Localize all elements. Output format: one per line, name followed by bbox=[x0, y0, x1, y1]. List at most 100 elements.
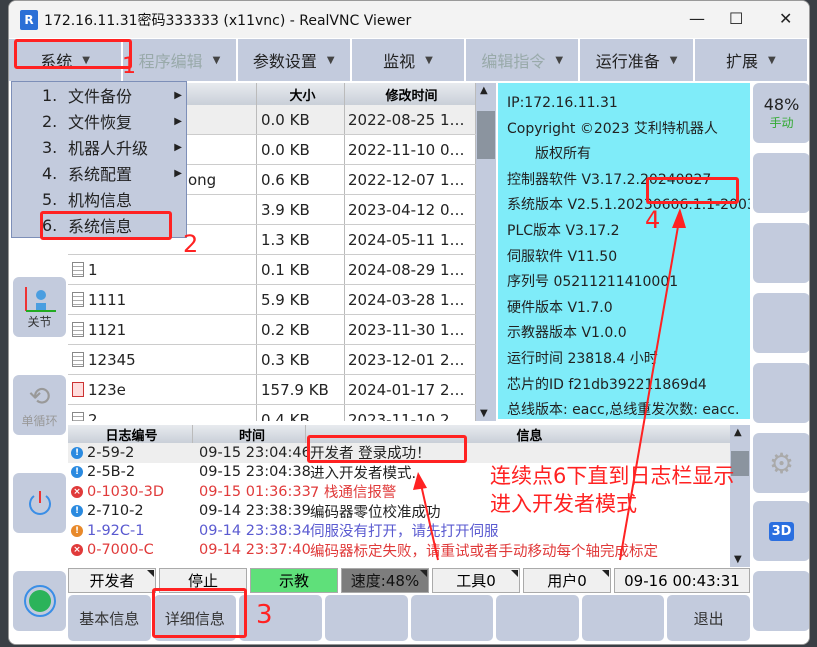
col-size[interactable]: 大小 bbox=[257, 83, 345, 105]
file-row[interactable]: 12345 0.3 KB 2023-12-01 2… bbox=[68, 345, 496, 375]
file-size: 0.4 KB bbox=[257, 405, 345, 421]
speed-mode-button[interactable]: 48% 手动 bbox=[753, 83, 809, 143]
menu-5[interactable]: 运行准备 ▼ bbox=[580, 39, 695, 81]
cycle-button[interactable]: ⟲ 单循环 bbox=[13, 375, 66, 435]
bottom-button-7[interactable]: 退出 bbox=[667, 595, 750, 641]
scroll-down-icon[interactable]: ▼ bbox=[734, 554, 742, 565]
robot-icon: ⚙ bbox=[768, 446, 795, 480]
teach-mode[interactable]: 示教 bbox=[250, 568, 338, 593]
info-line: Copyright ©2023 艾利特机器人 bbox=[507, 120, 718, 137]
menu-3[interactable]: 监视 ▼ bbox=[352, 39, 467, 81]
log-id-cell: ! 2-59-2 bbox=[68, 445, 193, 461]
scroll-up-icon[interactable]: ▲ bbox=[480, 85, 488, 96]
file-row[interactable]: 1121 0.2 KB 2023-11-30 1… bbox=[68, 315, 496, 345]
chevron-down-icon: ▼ bbox=[212, 54, 221, 66]
bottom-button-5[interactable] bbox=[496, 595, 579, 641]
speed-button[interactable]: 速度:48% bbox=[341, 568, 429, 593]
file-name-cell: 12345 bbox=[68, 345, 257, 374]
file-row[interactable]: 1111 5.9 KB 2024-03-28 1… bbox=[68, 285, 496, 315]
menu-bar: 系统 ▼ 程序编辑 ▼ 参数设置 ▼ 监视 ▼ 编辑指令 ▼ 运行准备 ▼ 扩展 ▼ bbox=[9, 39, 809, 81]
log-row[interactable]: × 0-7000-C 09-14 23:37:40 编码器标定失败，请重试或者手动移动… bbox=[68, 541, 750, 561]
bottom-button-4[interactable] bbox=[410, 595, 494, 641]
menu-1[interactable]: 程序编辑 ▼ bbox=[123, 39, 238, 81]
menu-2[interactable]: 参数设置 ▼ bbox=[238, 39, 352, 81]
right-button-3[interactable] bbox=[753, 223, 809, 283]
col-modified[interactable]: 修改时间 bbox=[345, 83, 476, 105]
file-row[interactable]: 1 0.1 KB 2024-08-29 1… bbox=[68, 255, 496, 285]
dropdown-item[interactable]: 3. 机器人升级 ▶ bbox=[12, 134, 186, 160]
log-row[interactable]: × 0-1030-3D 09-15 01:36:33 7 栈通信报警 bbox=[68, 482, 750, 502]
right-button-4[interactable] bbox=[753, 293, 809, 353]
file-row[interactable]: 0.0 KB 2022-11-10 0… bbox=[68, 135, 496, 165]
file-name-cell: 123e bbox=[68, 375, 257, 404]
log-scrollbar[interactable]: ▲ ▼ bbox=[730, 425, 750, 567]
chevron-right-icon: ▶ bbox=[174, 89, 182, 101]
menu-label: 参数设置 bbox=[252, 52, 317, 71]
close-button[interactable]: ✕ bbox=[779, 9, 793, 28]
right-button-8[interactable] bbox=[753, 571, 809, 631]
dropdown-item[interactable]: 2. 文件恢复 ▶ bbox=[12, 108, 186, 134]
file-name-cell bbox=[68, 105, 257, 134]
bottom-button-1[interactable]: 详细信息 bbox=[153, 595, 237, 641]
log-message: 进入开发者模式. bbox=[310, 465, 417, 482]
info-line: PLC版本 V3.17.2 bbox=[507, 222, 620, 239]
file-size: 0.0 KB bbox=[257, 105, 345, 134]
bottom-button-6[interactable] bbox=[581, 595, 665, 641]
bottom-button-2[interactable] bbox=[239, 595, 322, 641]
dropdown-item[interactable]: 5. 机构信息 bbox=[12, 186, 186, 212]
chevron-down-icon: ▼ bbox=[767, 54, 776, 66]
arrow-head-icon bbox=[413, 472, 427, 490]
log-time: 09-15 01:36:33 bbox=[199, 483, 311, 500]
scroll-down-icon[interactable]: ▼ bbox=[480, 408, 488, 419]
dropdown-item[interactable]: 4. 系统配置 ▶ bbox=[12, 160, 186, 186]
bottom-button-0[interactable]: 基本信息 bbox=[68, 595, 151, 641]
file-scrollbar[interactable]: ▲ ▼ bbox=[476, 83, 496, 421]
log-id: 0-7000-C bbox=[87, 542, 154, 559]
maximize-button[interactable]: ☐ bbox=[729, 9, 744, 28]
annotation-box-4 bbox=[646, 177, 739, 204]
file-modified: 2024-08-29 1… bbox=[345, 255, 476, 284]
item-label: 系统信息 bbox=[68, 217, 133, 236]
bottom-button-3[interactable] bbox=[324, 595, 408, 641]
log-row[interactable]: ! 2-5B-2 09-15 23:04:38 进入开发者模式. bbox=[68, 463, 750, 483]
log-time: 09-14 23:38:34 bbox=[199, 522, 311, 539]
file-name: 1111 bbox=[88, 290, 127, 309]
file-row[interactable]: 1.3 KB 2024-05-11 1… bbox=[68, 225, 496, 255]
record-button[interactable] bbox=[13, 571, 66, 631]
dropdown-item[interactable]: 6. 系统信息 bbox=[12, 212, 186, 238]
log-row[interactable]: ! 2-59-2 09-15 23:04:46 开发者 登录成功！ bbox=[68, 443, 750, 463]
menu-4[interactable]: 编辑指令 ▼ bbox=[466, 39, 581, 81]
file-modified: 2023-11-10 2… bbox=[345, 405, 476, 421]
3d-view-button[interactable]: 3D bbox=[753, 501, 809, 561]
power-button[interactable] bbox=[13, 473, 66, 533]
log-row[interactable]: ! 2-710-2 09-14 23:38:39 编码器零位校准成功 bbox=[68, 502, 750, 522]
scroll-thumb[interactable] bbox=[477, 111, 495, 159]
minimize-button[interactable]: — bbox=[689, 9, 705, 28]
right-button-2[interactable] bbox=[753, 153, 809, 213]
file-row[interactable]: 123e 157.9 KB 2024-01-17 2… bbox=[68, 375, 496, 405]
right-button-5[interactable] bbox=[753, 363, 809, 423]
robot-view-button[interactable]: ⚙ bbox=[753, 433, 809, 493]
joint-button[interactable]: 关节 bbox=[13, 277, 66, 337]
item-label: 机器人升级 bbox=[68, 139, 149, 158]
menu-6[interactable]: 扩展 ▼ bbox=[695, 39, 809, 81]
dropdown-item[interactable]: 1. 文件备份 ▶ bbox=[12, 82, 186, 108]
error-icon: × bbox=[71, 485, 83, 498]
log-time: 09-14 23:37:40 bbox=[199, 542, 311, 559]
tool-select[interactable]: 工具0 bbox=[432, 568, 520, 593]
user-frame-select[interactable]: 用户0 bbox=[523, 568, 611, 593]
scroll-up-icon[interactable]: ▲ bbox=[734, 427, 742, 438]
file-row[interactable]: 2 0.4 KB 2023-11-10 2… bbox=[68, 405, 496, 421]
file-row[interactable]: ong 0.6 KB 2022-12-07 1… bbox=[68, 165, 496, 195]
run-state-text: 停止 bbox=[187, 572, 218, 590]
log-row[interactable]: ! 1-92C-1 09-14 23:38:34 伺服没有打开，请先打开伺服 bbox=[68, 521, 750, 541]
scroll-thumb[interactable] bbox=[731, 451, 749, 476]
title-bar: R 172.16.11.31密码333333 (x11vnc) - RealVN… bbox=[9, 1, 809, 38]
file-modified: 2023-11-30 1… bbox=[345, 315, 476, 344]
info-line: 序列号 05211211410001 bbox=[507, 274, 679, 291]
info-line: 版权所有 bbox=[507, 146, 591, 163]
file-row[interactable]: 3.9 KB 2023-04-12 0… bbox=[68, 195, 496, 225]
user-level-button[interactable]: 开发者 bbox=[68, 568, 156, 593]
chevron-right-icon: ▶ bbox=[174, 141, 182, 153]
